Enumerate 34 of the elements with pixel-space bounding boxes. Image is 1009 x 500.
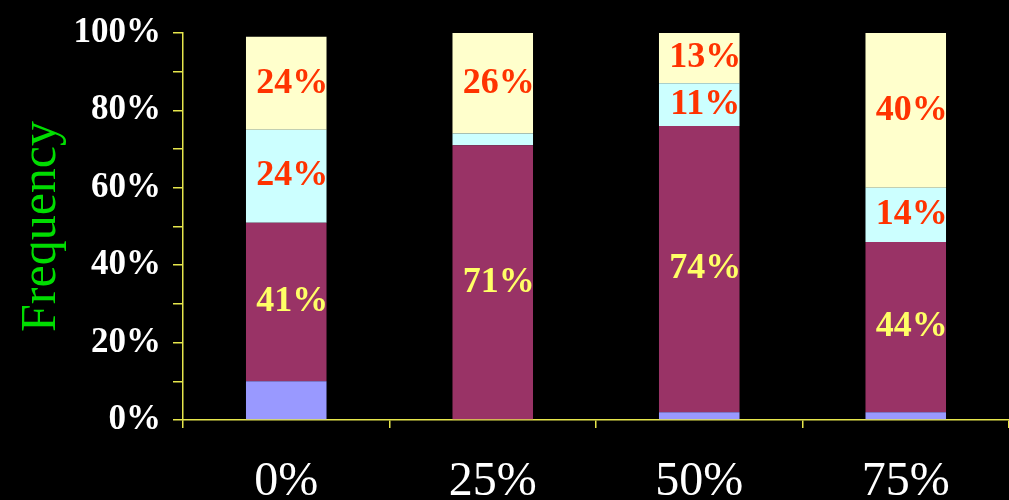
data-label: 14% [875,192,948,233]
data-label: 13% [669,35,742,76]
bar [245,36,327,130]
bar [658,125,740,413]
bar [865,412,947,420]
y-axis-title: Frequency [10,120,67,333]
y-tick-label: 20% [91,320,161,360]
data-label: 26% [462,60,535,101]
data-label: 24% [256,60,329,101]
bar [452,133,534,146]
data-label: 11% [670,81,741,122]
data-label: 40% [875,87,948,128]
data-label: 41% [256,279,329,320]
data-label: 74% [669,246,742,287]
bar [245,129,327,223]
data-label: 44% [875,304,948,345]
y-tick-label: 80% [91,88,161,128]
bar [245,222,327,382]
bar [658,412,740,420]
data-label: 24% [256,153,329,194]
bar [452,145,534,420]
bar [245,381,327,420]
data-label: 71% [462,259,535,300]
x-tick-label: 25% [448,452,537,500]
bar [865,33,947,188]
y-tick-label: 40% [91,243,161,283]
x-tick-label: 0% [254,452,319,500]
y-tick-label: 100% [73,11,161,51]
y-tick-label: 60% [91,165,161,205]
y-tick-label: 0% [108,398,161,438]
x-tick-label: 75% [861,452,950,500]
x-tick-label: 50% [655,452,744,500]
bar [452,33,534,134]
bar [865,241,947,413]
